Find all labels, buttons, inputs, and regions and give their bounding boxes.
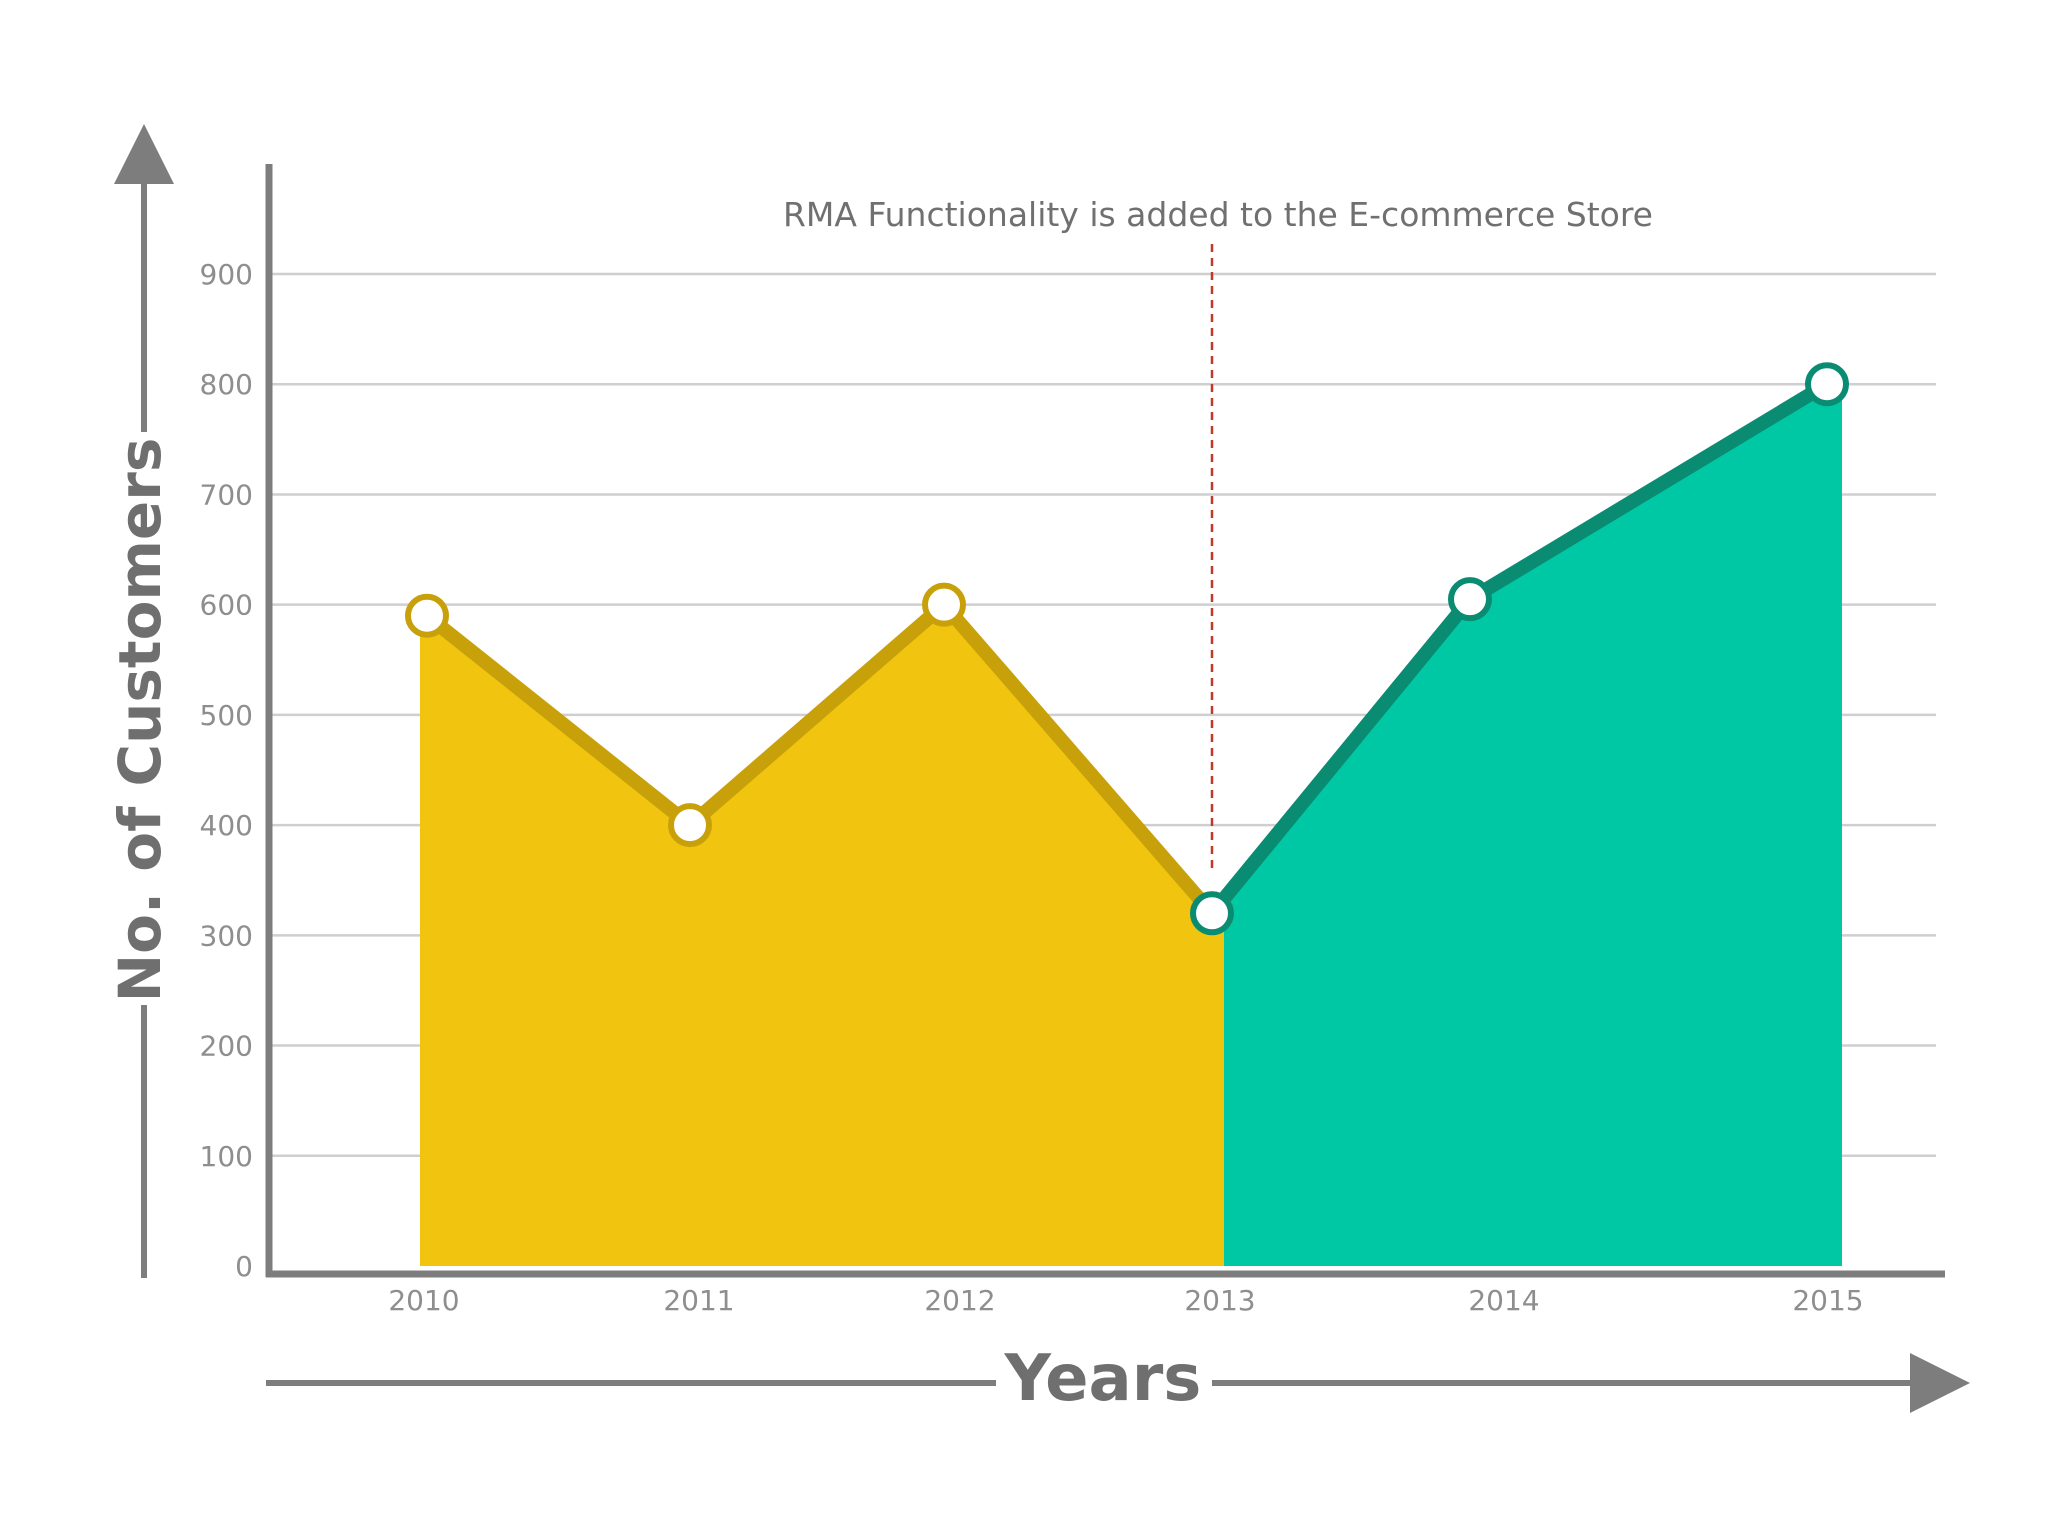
data-point-2011 — [668, 803, 712, 848]
y-axis-title: No. of Customers — [106, 438, 174, 1003]
x-tick-label-2014: 2014 — [1468, 1284, 1539, 1317]
y-tick-label-300: 300 — [200, 919, 253, 952]
y-tick-label-0: 0 — [235, 1250, 253, 1283]
area-fills — [420, 384, 1842, 1266]
x-tick-label-2015: 2015 — [1792, 1284, 1863, 1317]
y-tick-label-200: 200 — [200, 1030, 253, 1063]
axes — [265, 164, 1945, 1278]
series-line-1 — [420, 597, 1219, 921]
data-point-markers — [405, 362, 1849, 936]
y-tick-label-600: 600 — [200, 589, 253, 622]
axis-titles: No. of Customers Years — [106, 124, 1970, 1416]
data-point-2010 — [405, 593, 449, 638]
y-tick-label-500: 500 — [200, 699, 253, 732]
data-point-2012 — [922, 582, 966, 627]
x-tick-labels: 2010 2011 2012 2013 2014 2015 — [388, 1284, 1863, 1317]
annotation-label: RMA Functionality is added to the E-comm… — [783, 195, 1653, 234]
x-tick-label-2010: 2010 — [388, 1284, 459, 1317]
y-tick-label-900: 900 — [200, 258, 253, 291]
data-point-2013 — [1190, 891, 1234, 936]
x-axis-title: Years — [1004, 1342, 1202, 1416]
annotation: RMA Functionality is added to the E-comm… — [783, 195, 1653, 872]
data-point-2014 — [1448, 577, 1492, 622]
area-fill-1 — [420, 604, 1224, 1266]
y-tick-label-700: 700 — [200, 478, 253, 511]
x-tick-label-2011: 2011 — [663, 1284, 734, 1317]
y-tick-label-800: 800 — [200, 368, 253, 401]
y-tick-label-400: 400 — [200, 809, 253, 842]
y-tick-labels: 0 100 200 300 400 500 600 700 800 900 — [200, 258, 253, 1283]
x-tick-label-2013: 2013 — [1184, 1284, 1255, 1317]
y-tick-label-100: 100 — [200, 1140, 253, 1173]
x-tick-label-2012: 2012 — [924, 1284, 995, 1317]
area-fill-2 — [1212, 384, 1842, 1266]
data-point-2015 — [1805, 362, 1849, 407]
